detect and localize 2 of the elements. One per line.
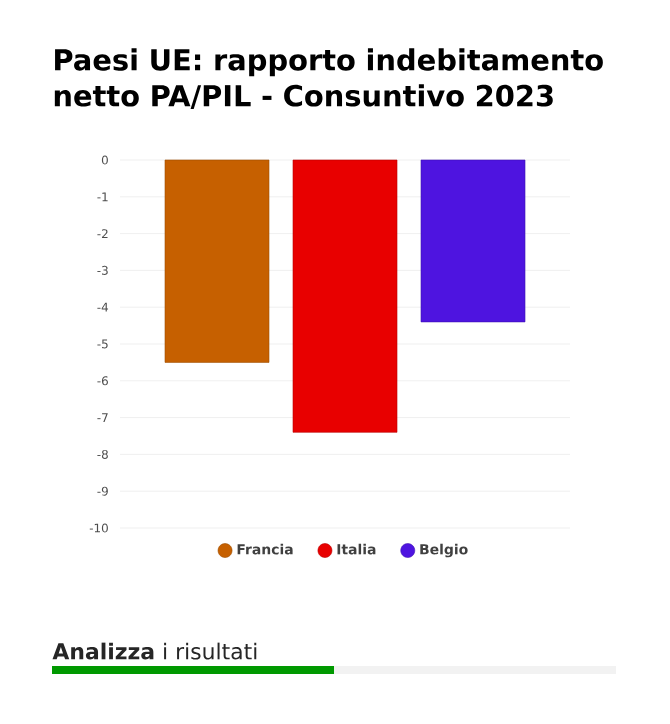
chart-title: Paesi UE: rapporto indebitamento netto PA/PIL - Consuntivo 2023	[54, 48, 603, 109]
text: Analizza i risultati	[52, 642, 257, 660]
